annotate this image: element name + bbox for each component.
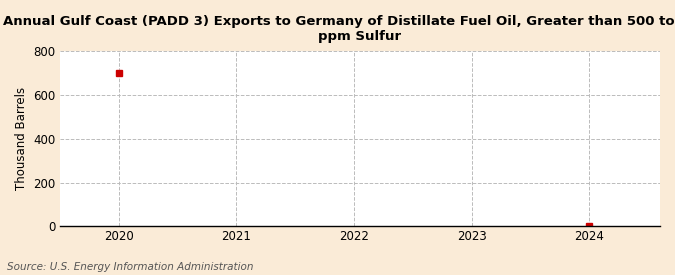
Title: Annual Gulf Coast (PADD 3) Exports to Germany of Distillate Fuel Oil, Greater th: Annual Gulf Coast (PADD 3) Exports to Ge… (3, 15, 675, 43)
Y-axis label: Thousand Barrels: Thousand Barrels (15, 87, 28, 190)
Text: Source: U.S. Energy Information Administration: Source: U.S. Energy Information Administ… (7, 262, 253, 272)
